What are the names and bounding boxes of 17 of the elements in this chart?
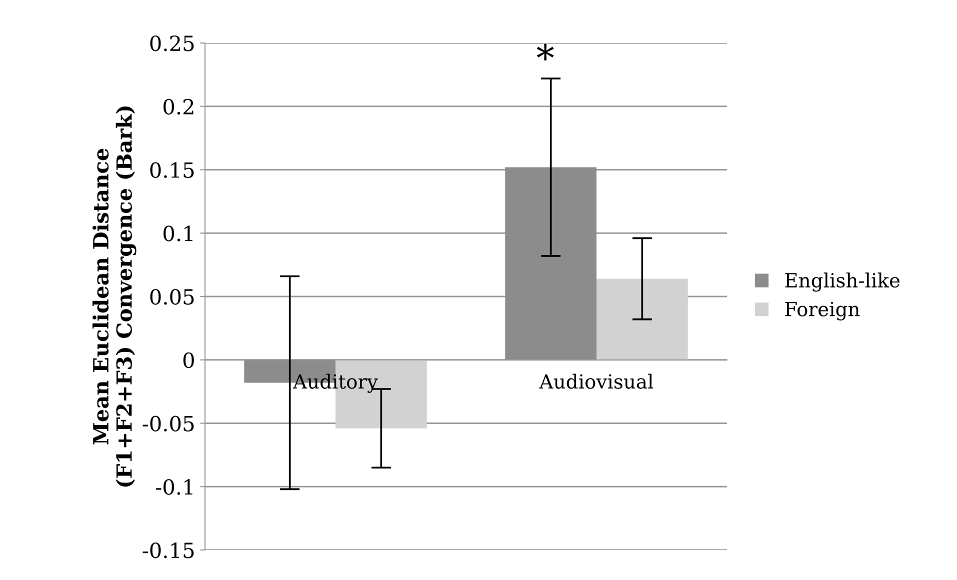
x-tick-label: Audiovisual: [539, 374, 654, 389]
bar: [505, 167, 596, 360]
y-tick-label: -0.05: [142, 416, 194, 432]
bar: [596, 278, 688, 360]
x-tick-label: Auditory: [292, 374, 378, 393]
y-tick-label: -0.15: [142, 542, 194, 558]
y-tick-label: 0: [183, 352, 194, 368]
y-tick-label: -0.1: [156, 479, 192, 495]
y-axis-title: Mean Euclidean Distance (F1+F2+F3) Convergence (Bark): [92, 106, 136, 487]
y-tick-label: 0.05: [150, 288, 194, 305]
annotation: *: [536, 44, 554, 60]
y-tick-label: 0.15: [150, 162, 194, 178]
y-tick-label: 0.2: [164, 98, 194, 115]
legend-label: English-like: [785, 272, 900, 292]
y-tick-label: 0.25: [150, 35, 194, 52]
legend-label: Foreign: [785, 302, 860, 320]
y-tick-label: 0.1: [164, 226, 192, 242]
